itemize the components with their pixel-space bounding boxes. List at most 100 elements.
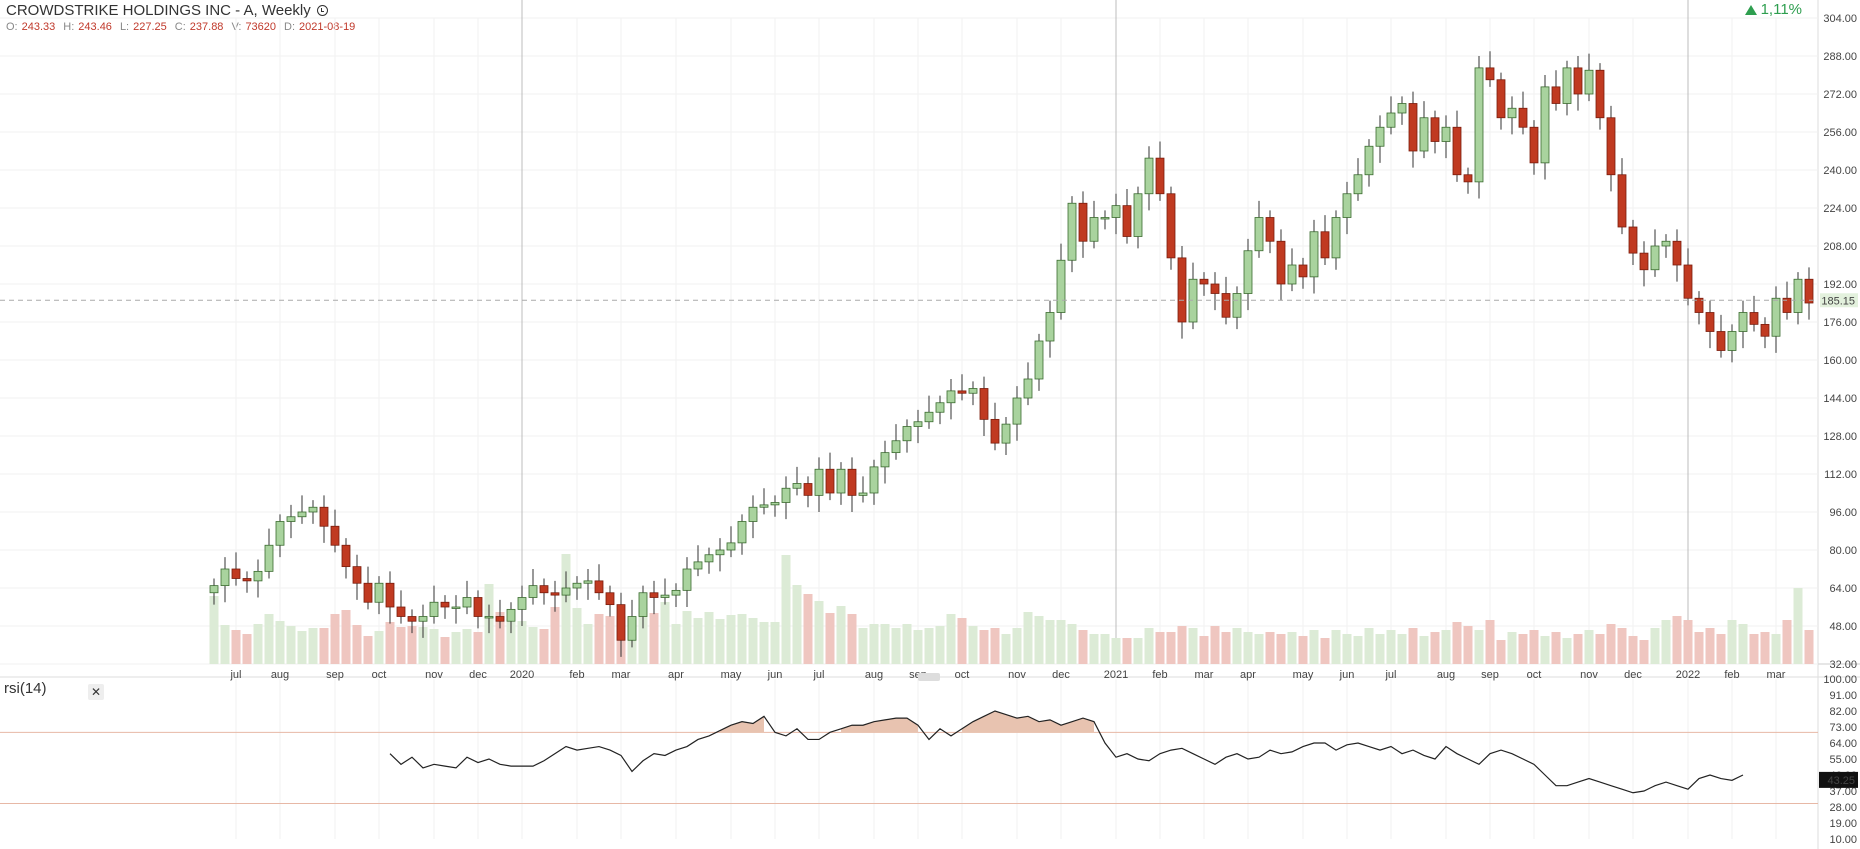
candle-body [1441, 126, 1451, 142]
candle-body [209, 585, 219, 594]
candle-body [396, 606, 406, 617]
candle-body [1386, 112, 1396, 128]
volume-bar [704, 612, 714, 664]
candle-body [1584, 69, 1594, 95]
candle-body [1320, 231, 1330, 259]
volume-bar [748, 618, 758, 664]
candle-body [605, 592, 615, 606]
candle-body [1397, 103, 1407, 114]
candle-body [550, 592, 560, 596]
volume-bar [1001, 634, 1011, 664]
volume-bar [1144, 628, 1154, 664]
volume-bar [561, 554, 571, 664]
volume-bar [1749, 634, 1759, 664]
candle-body [957, 390, 967, 394]
y-tick-label: 128.00 [1823, 431, 1857, 443]
candle-body [539, 585, 549, 594]
volume-bar [1551, 632, 1561, 664]
candle-body [671, 589, 681, 596]
volume-bar [1100, 634, 1110, 664]
volume-bar [858, 628, 868, 664]
candle-body [286, 516, 296, 522]
candle-body [979, 388, 989, 420]
candle-body [649, 592, 659, 598]
candle-body [781, 487, 791, 503]
x-tick-label: jul [812, 669, 824, 681]
candle-body [1771, 297, 1781, 337]
volume-bar [671, 624, 681, 664]
volume-bar [418, 627, 428, 664]
candle-body [902, 426, 912, 442]
volume-bar [1254, 634, 1264, 664]
candle-body [1342, 193, 1352, 218]
volume-bar [891, 628, 901, 664]
rsi-last-label: 43.25 [1827, 775, 1855, 787]
x-tick-label: oct [372, 669, 387, 681]
candle-body [1177, 257, 1187, 323]
x-tick-label: jun [767, 669, 783, 681]
volume-bar [1441, 630, 1451, 664]
candle-body [1364, 145, 1374, 176]
volume-bar [1056, 620, 1066, 664]
volume-bar [1177, 626, 1187, 664]
y-tick-label: 304.00 [1823, 13, 1857, 25]
candle-body [1100, 217, 1110, 220]
candle-body [759, 504, 769, 508]
candle-body [528, 585, 538, 598]
y-tick-label: 224.00 [1823, 203, 1857, 215]
candle-body [924, 411, 934, 423]
x-tick-label: aug [271, 669, 289, 681]
x-tick-label: aug [865, 669, 883, 681]
volume-bar [1166, 632, 1176, 664]
last-price-label: 185.15 [1821, 295, 1855, 307]
x-tick-label: feb [1724, 669, 1739, 681]
volume-bar [1782, 620, 1792, 664]
candle-body [1452, 126, 1462, 176]
volume-bar [308, 628, 318, 664]
volume-bar [1804, 630, 1814, 664]
y-tick-label: 64.00 [1829, 583, 1857, 595]
volume-bar [286, 626, 296, 664]
candle-body [1419, 117, 1429, 152]
rsi-tick-label: 64.00 [1829, 738, 1857, 750]
volume-bar [495, 612, 505, 664]
volume-bar [1595, 634, 1605, 664]
candle-body [462, 597, 472, 608]
candle-body [231, 568, 241, 579]
candle-body [1221, 293, 1231, 318]
volume-bar [660, 602, 670, 664]
volume-bar [1243, 632, 1253, 664]
x-tick-label: dec [1052, 669, 1070, 681]
candle-body [726, 542, 736, 551]
candle-body [1672, 240, 1682, 266]
candle-body [715, 549, 725, 556]
candle-body [1683, 264, 1693, 299]
volume-bar [550, 607, 560, 664]
volume-bar [396, 627, 406, 664]
x-tick-label: 2022 [1676, 669, 1700, 681]
volume-bar [1089, 634, 1099, 664]
candle-body [1760, 323, 1770, 337]
volume-bar [440, 637, 450, 664]
candle-body [1034, 340, 1044, 380]
ohlc-date: D: 2021-08-19 [284, 21, 356, 33]
volume-bar [1045, 620, 1055, 664]
volume-bar [1111, 638, 1121, 664]
volume-bar [1386, 630, 1396, 664]
candle-body [847, 468, 857, 496]
volume-bar [1188, 628, 1198, 664]
volume-bar [781, 555, 791, 664]
candle-body [1518, 107, 1528, 128]
candle-body [990, 418, 1000, 444]
volume-bar [1067, 624, 1077, 664]
volume-bar [715, 619, 725, 664]
volume-bar [1232, 628, 1242, 664]
clock-icon[interactable] [316, 5, 328, 16]
candle-body [583, 580, 593, 584]
volume-bar [528, 627, 538, 664]
volume-bar [1474, 630, 1484, 664]
candle-body [1617, 174, 1627, 228]
close-icon[interactable]: ✕ [88, 684, 104, 700]
candle-body [1782, 297, 1792, 313]
